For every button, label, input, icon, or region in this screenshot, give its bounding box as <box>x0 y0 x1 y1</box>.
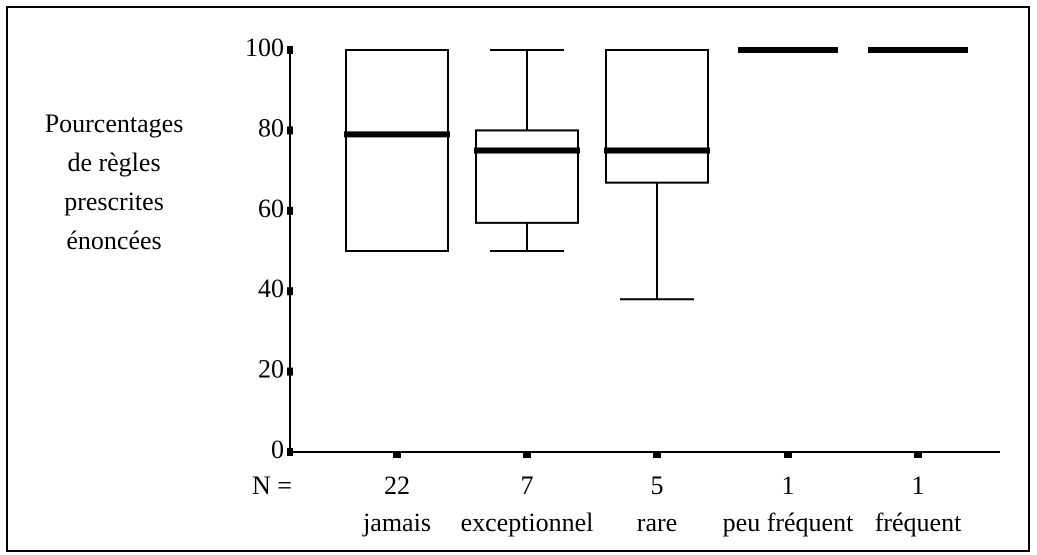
count-label: 22 <box>384 471 410 500</box>
y-tick-label: 100 <box>245 33 284 62</box>
y-tick <box>287 448 293 456</box>
box <box>475 129 579 224</box>
y-tick-label: 40 <box>258 274 284 303</box>
n-label: N = <box>252 471 292 500</box>
y-axis-label-line: de règles <box>67 148 161 177</box>
box <box>345 49 449 252</box>
count-label: 1 <box>782 471 795 500</box>
x-tick <box>393 453 401 458</box>
category-label: jamais <box>362 508 431 537</box>
y-tick <box>287 126 293 135</box>
category-label: exceptionnel <box>461 508 594 537</box>
y-tick-label: 80 <box>258 113 284 142</box>
x-tick <box>784 453 792 458</box>
category-label: rare <box>637 508 677 537</box>
box <box>605 49 709 184</box>
x-tick <box>653 453 661 458</box>
y-tick-label: 0 <box>271 435 284 464</box>
y-axis-label-line: énoncées <box>66 226 162 255</box>
chart-frame <box>6 6 1030 552</box>
category-label: peu fréquent <box>723 508 854 537</box>
y-axis-label-line: prescrites <box>64 187 164 216</box>
y-tick <box>287 287 293 296</box>
y-axis-label-line: Pourcentages <box>44 109 184 138</box>
y-axis-label: Pourcentages de règles prescrites énoncé… <box>14 104 214 260</box>
y-tick-label: 20 <box>258 355 284 384</box>
y-tick <box>287 367 293 376</box>
count-label: 7 <box>521 471 534 500</box>
count-label: 5 <box>651 471 664 500</box>
y-tick <box>287 206 293 215</box>
y-tick-label: 60 <box>258 194 284 223</box>
x-tick <box>523 453 531 458</box>
x-tick <box>914 453 922 458</box>
y-tick <box>287 46 293 54</box>
category-label: fréquent <box>875 508 962 537</box>
count-label: 1 <box>912 471 925 500</box>
